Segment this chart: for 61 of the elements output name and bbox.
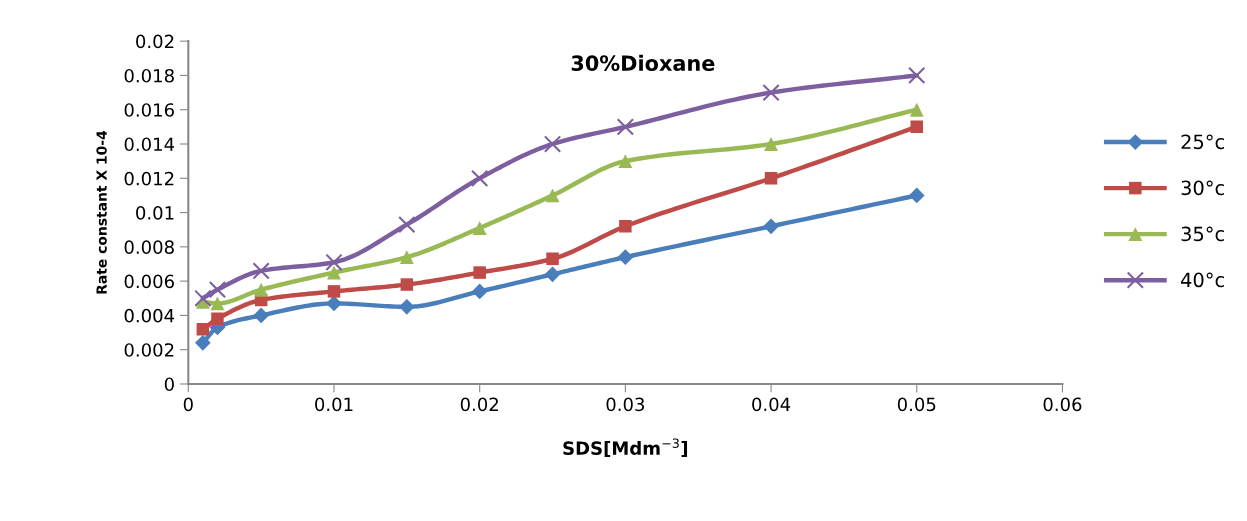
point <box>326 295 342 312</box>
x-tick-label: 0.02 <box>460 397 498 412</box>
point <box>252 262 270 280</box>
point <box>194 289 212 307</box>
y-tick-label: 0.002 <box>124 343 174 357</box>
point <box>210 296 225 311</box>
point <box>195 334 211 351</box>
y-tick-label: 0.01 <box>136 206 174 220</box>
point <box>762 83 780 102</box>
point <box>910 120 923 134</box>
point <box>398 215 416 234</box>
point <box>208 281 227 299</box>
point <box>908 187 925 204</box>
point <box>211 312 224 326</box>
x-tick-label: 0.05 <box>897 397 936 412</box>
y-tick-label: 0.004 <box>124 308 175 323</box>
point <box>253 307 269 324</box>
point <box>544 266 561 283</box>
point <box>618 154 633 169</box>
point <box>763 218 779 235</box>
point <box>764 137 779 151</box>
point <box>764 172 778 185</box>
y-axis-title: Rate constant X 10-4 <box>96 130 107 294</box>
x-axis-title: SDS[Mdm$^{−3}$] <box>563 438 688 458</box>
point <box>908 66 926 85</box>
point <box>399 250 414 265</box>
y-tick-label: 0.012 <box>124 171 174 186</box>
point <box>546 252 559 266</box>
point <box>472 221 487 235</box>
point <box>545 188 560 203</box>
point <box>254 282 269 297</box>
x-tick-label: 0.04 <box>752 397 791 412</box>
y-tick-label: 0.02 <box>136 34 174 49</box>
y-tick-label: 0.008 <box>124 240 174 254</box>
point <box>543 135 562 153</box>
legend-label: 35°c <box>1181 226 1225 242</box>
point <box>471 283 488 300</box>
x-tick-label: 0 <box>183 397 193 412</box>
x-tick-label: 0.06 <box>1043 397 1082 412</box>
y-tick-label: 0.014 <box>124 137 175 152</box>
point <box>325 253 343 271</box>
point <box>196 322 210 336</box>
x-tick-label: 0.01 <box>315 397 353 412</box>
y-tick-label: 0.006 <box>124 274 174 289</box>
text: 30%Dioxane <box>571 54 715 71</box>
point <box>619 220 632 233</box>
x-tick-label: 0.03 <box>606 397 645 412</box>
point <box>327 285 341 298</box>
point <box>909 102 924 117</box>
legend-label: 30°c <box>1181 180 1225 196</box>
point <box>617 249 634 265</box>
legend-label: 25°c <box>1181 134 1225 150</box>
point <box>473 266 486 279</box>
y-tick-label: 0.016 <box>124 103 174 117</box>
y-tick-label: 0.018 <box>124 68 174 83</box>
point <box>616 118 635 136</box>
point <box>327 265 341 280</box>
point <box>471 169 489 187</box>
point <box>400 278 414 291</box>
y-tick-label: 0 <box>164 377 174 392</box>
legend-label: 40°c <box>1181 272 1225 288</box>
